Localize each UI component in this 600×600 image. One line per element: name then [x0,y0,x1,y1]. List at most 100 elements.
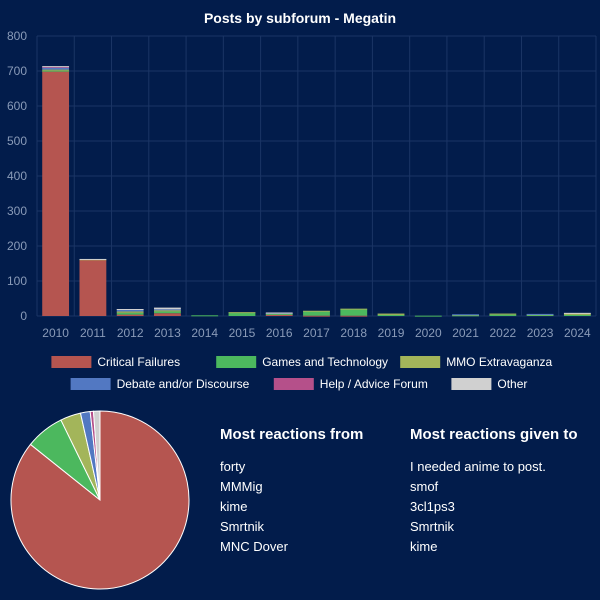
x-tick-label: 2013 [154,326,181,340]
bar-segment [489,314,517,316]
y-tick-label: 100 [7,274,27,288]
bar-segment [79,258,107,260]
list-item: Smrtnik [410,519,455,534]
y-tick-label: 0 [20,309,27,323]
legend-entry[interactable]: Critical Failures [51,355,180,369]
bar-segment [116,312,144,315]
legend-label: Other [497,377,527,391]
y-tick-label: 400 [7,169,27,183]
bar-segment [340,315,368,317]
bar-segment [42,67,70,70]
list-item: smof [410,479,439,494]
y-tick-label: 600 [7,99,27,113]
bar-segment [116,314,144,316]
list-item: 3cl1ps3 [410,499,455,514]
legend-entry[interactable]: Debate and/or Discourse [70,377,250,391]
y-tick-label: 700 [7,64,27,78]
bar-segment [303,315,330,317]
bar-segment [340,308,368,310]
bar-segment [154,311,181,314]
x-tick-label: 2022 [489,326,516,340]
bar-segment [116,309,144,312]
bar-chart: Posts by subforum - Megatin 0 100 200 300 400… [7,10,597,391]
legend-label: MMO Extravaganza [446,355,552,369]
legend-swatch [400,356,441,368]
bar-segment [42,71,70,316]
bar-segment [265,314,293,316]
bar-segment [265,312,293,314]
legend-entry[interactable]: Games and Technology [216,355,388,369]
bar-segment [42,66,70,68]
legend-entry[interactable]: MMO Extravaganza [400,355,553,369]
x-tick-label: 2015 [229,326,256,340]
list-item: I needed anime to post. [410,459,546,474]
bar-segment [42,69,70,71]
bar-segment [340,309,368,316]
x-tick-label: 2021 [452,326,479,340]
bar-segment [452,315,479,317]
y-tick-label: 500 [7,134,27,148]
legend-label: Games and Technology [262,355,388,369]
bar-segment [303,310,330,312]
legend-entry[interactable]: Other [451,377,527,391]
bar-segment [228,312,256,316]
legend-label: Critical Failures [97,355,180,369]
x-tick-label: 2011 [80,326,106,340]
bar-segment [303,311,330,316]
legend-swatch [451,378,492,390]
most-reactions-from-title: Most reactions from [220,426,364,443]
x-tick-label: 2014 [191,326,218,340]
bar-segment [414,315,442,317]
x-tick-label: 2023 [527,326,554,340]
x-tick-label: 2019 [378,326,405,340]
bar-segment [154,307,181,310]
bar-segment [42,70,70,72]
list-item: kime [220,499,248,514]
bar-segment [191,315,219,317]
legend-swatch [273,378,314,390]
x-tick-label: 2018 [340,326,367,340]
legend-label: Debate and/or Discourse [117,377,250,391]
list-item: forty [220,459,246,474]
bar-segment [377,313,405,315]
most-reactions-from-list: forty MMMig kime Smrtnik MNC Dover [220,457,363,557]
x-tick-label: 2024 [564,326,591,340]
y-tick-label: 800 [7,29,27,43]
pie-slice [92,410,101,501]
chart-title: Posts by subforum - Megatin [204,10,396,26]
x-tick-label: 2020 [415,326,442,340]
bar-segment [489,313,517,315]
bar-segment [116,311,144,313]
bar-segment [79,260,107,316]
list-item: MNC Dover [220,539,288,554]
most-reactions-to-title: Most reactions given to [410,426,578,443]
bar-segment [563,312,591,314]
bar-segment [377,314,405,316]
bar-segment [154,309,181,311]
bar-segment [452,314,479,316]
x-tick-label: 2010 [42,326,69,340]
legend-entry[interactable]: Help / Advice Forum [273,377,428,391]
pie-chart [10,410,190,590]
x-tick-label: 2017 [303,326,330,340]
x-tick-label: 2016 [266,326,293,340]
most-reactions-to-list: I needed anime to post. smof 3cl1ps3 Smr… [410,457,578,557]
legend-label: Help / Advice Forum [320,377,428,391]
bar-segment [42,66,70,68]
bar-segment [526,314,554,316]
bar-segment [526,313,554,315]
list-item: Smrtnik [220,519,265,534]
legend-swatch [216,356,257,368]
x-tick-label: 2012 [117,326,144,340]
bar-segment [265,313,293,315]
legend-swatch [51,356,92,368]
bar-segment [116,309,144,310]
bar-segment [154,313,181,316]
y-tick-label: 200 [7,239,27,253]
bar-segment [563,313,591,315]
y-tick-label: 300 [7,204,27,218]
most-reactions-to-panel: Most reactions given to I needed anime t… [410,426,578,557]
most-reactions-from-panel: Most reactions from forty MMMig kime Smr… [220,426,363,557]
bar-segment [228,312,256,314]
list-item: kime [410,539,438,554]
